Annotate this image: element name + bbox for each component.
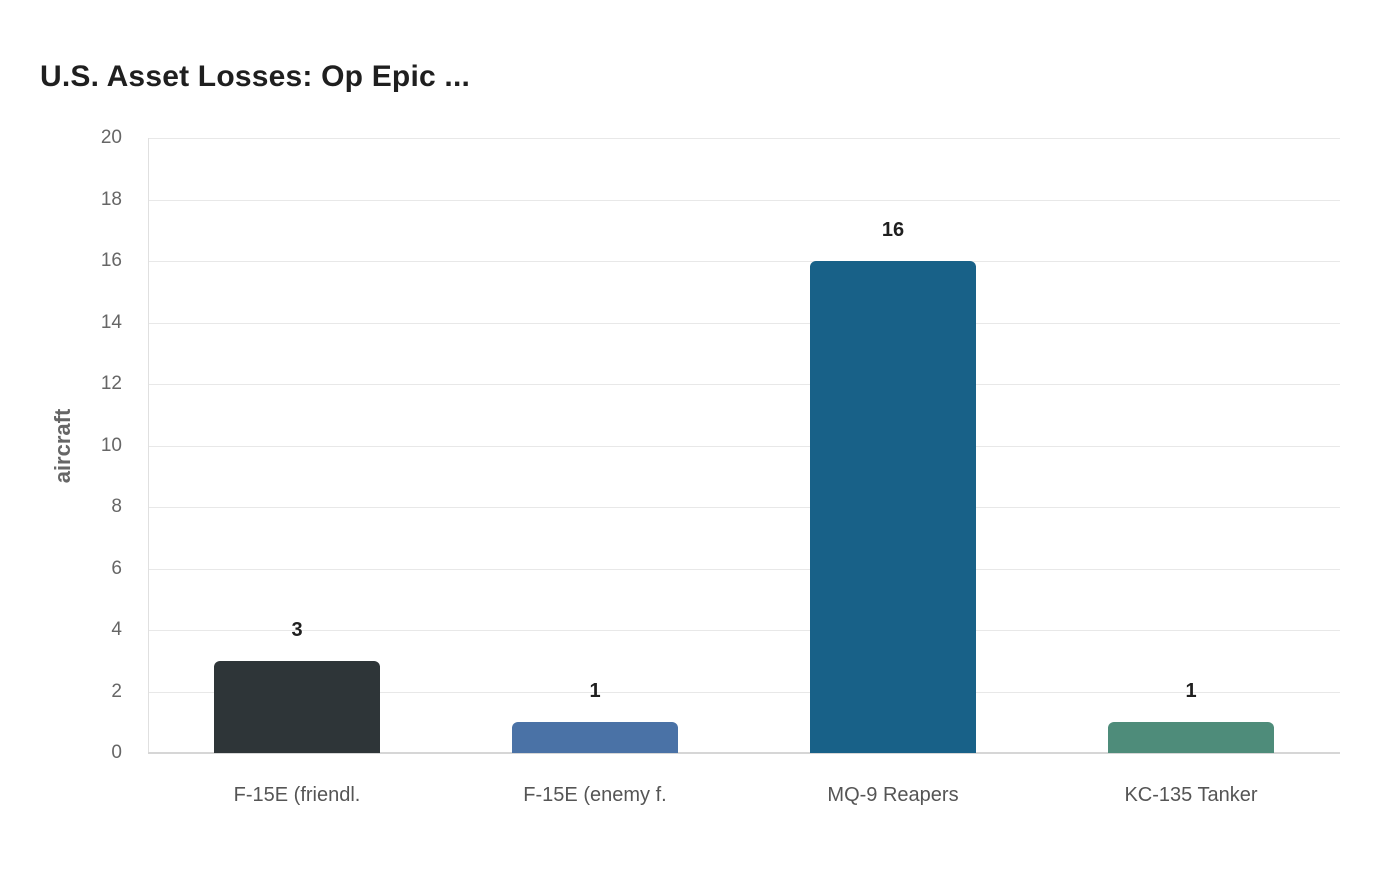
x-category-label: MQ-9 Reapers [827, 784, 959, 806]
gridline [148, 507, 1340, 508]
bar-value-label: 1 [589, 680, 601, 703]
gridline [148, 568, 1340, 570]
y-tick-label: 14 [100, 311, 122, 333]
gridline [148, 199, 1340, 201]
y-tick-label: 2 [111, 680, 122, 702]
x-category-label: F-15E (friendl. [233, 784, 361, 806]
y-tick-label: 12 [100, 373, 122, 394]
bar-value-label: 1 [1185, 680, 1197, 703]
y-tick-label: 8 [111, 496, 122, 517]
gridline [148, 384, 1340, 385]
bar[interactable] [810, 261, 976, 753]
gridline [148, 691, 1340, 693]
x-category-label: F-15E (enemy f. [523, 784, 667, 806]
gridline [148, 322, 1340, 324]
y-tick-label: 6 [111, 557, 122, 579]
gridline [148, 445, 1340, 447]
bar[interactable] [214, 660, 380, 753]
y-tick-label: 10 [100, 434, 122, 456]
x-axis-line [148, 752, 1340, 754]
y-tick-label: 16 [100, 250, 122, 271]
bar-value-label: 3 [291, 618, 303, 641]
y-tick-label: 0 [111, 742, 122, 763]
bar[interactable] [512, 722, 678, 753]
y-tick-label: 20 [100, 127, 122, 148]
bar[interactable] [1108, 722, 1274, 753]
bar-value-label: 16 [881, 219, 905, 241]
x-category-label: KC-135 Tanker [1124, 784, 1258, 806]
plot-area [148, 138, 1340, 753]
y-tick-label: 18 [100, 188, 122, 210]
y-tick-label: 4 [111, 619, 122, 640]
y-axis-label: aircraft [50, 408, 75, 484]
gridline [148, 261, 1340, 262]
gridline [148, 630, 1340, 631]
y-axis-line [148, 138, 149, 753]
chart-title: U.S. Asset Losses: Op Epic ... [40, 60, 471, 93]
gridline [148, 138, 1340, 139]
